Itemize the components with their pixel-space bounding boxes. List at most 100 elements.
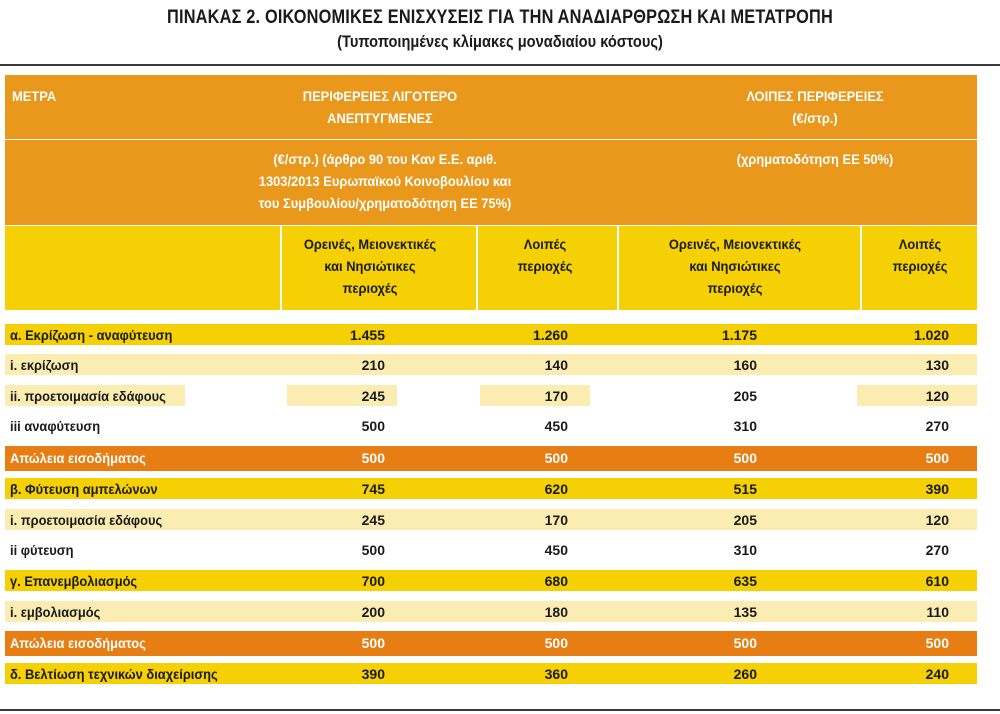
column-divider	[476, 226, 478, 310]
sub-header-line: περιοχές	[707, 280, 763, 296]
table-row: Απώλεια εισοδήματος 500 500 500 500	[5, 446, 977, 471]
sub-header-mountain-less-developed: Ορεινές, Μειονεκτικές και Νησιώτικες περ…	[287, 233, 453, 299]
sub-header-line: περιοχές	[892, 258, 948, 274]
cell-value: 500	[544, 450, 568, 466]
cell-value: 500	[733, 450, 757, 466]
sub-header-line: περιοχές	[517, 258, 573, 274]
row-highlight	[5, 509, 977, 530]
table-row: δ. Βελτίωση τεχνικών διαχείρισης 390 360…	[5, 662, 977, 685]
cell-value: 500	[361, 418, 385, 434]
cell-value: 1.020	[913, 327, 949, 343]
row-label: Απώλεια εισοδήματος	[10, 450, 146, 466]
cell-value: 310	[733, 542, 757, 558]
row-highlight	[5, 570, 977, 591]
cell-value: 500	[361, 450, 385, 466]
cell-value: 270	[925, 542, 949, 558]
cell-value: 450	[544, 542, 568, 558]
top-rule	[0, 64, 1000, 66]
row-label: α. Εκρίζωση - αναφύτευση	[10, 327, 173, 343]
cell-value: 515	[733, 481, 757, 497]
cell-value: 240	[925, 666, 949, 682]
table-row: β. Φύτευση αμπελώνων 745 620 515 390	[5, 477, 977, 500]
table-row: iii αναφύτευση 500 450 310 270	[5, 414, 977, 437]
row-highlight	[857, 385, 977, 406]
row-highlight	[5, 663, 977, 684]
sub-header-line: και Νησιώτικες	[324, 258, 416, 274]
table-row: γ. Επανεμβολιασμός 700 680 635 610	[5, 569, 977, 592]
row-highlight	[5, 601, 977, 622]
cell-value: 500	[733, 635, 757, 651]
cell-value: 500	[925, 635, 949, 651]
cell-value: 500	[361, 542, 385, 558]
sub-header-line: περιοχές	[342, 280, 398, 296]
row-highlight	[480, 385, 590, 406]
cell-value: 700	[361, 573, 385, 589]
cell-value: 270	[925, 418, 949, 434]
cell-value: 680	[544, 573, 568, 589]
less-developed-line2: ΑΝΕΠΤΥΓΜΕΝΕΣ	[327, 110, 433, 126]
row-label: ii. προετοιμασία εδάφους	[10, 388, 166, 404]
row-label: Απώλεια εισοδήματος	[10, 635, 146, 651]
less-developed-funding-note: (€/στρ.) (άρθρο 90 του Καν Ε.Ε. αριθ. 13…	[219, 148, 550, 214]
funding-note-line1: (€/στρ.) (άρθρο 90 του Καν Ε.Ε. αριθ.	[273, 151, 497, 167]
cell-value: 245	[361, 388, 385, 404]
cell-value: 245	[361, 512, 385, 528]
table-row: i. εμβολιασμός 200 180 135 110	[5, 600, 977, 623]
row-highlight	[5, 478, 977, 499]
cell-value: 635	[733, 573, 757, 589]
row-label: β. Φύτευση αμπελώνων	[10, 481, 158, 497]
table-row: i. εκρίζωση 210 140 160 130	[5, 353, 977, 376]
less-developed-regions-header: ΠΕΡΙΦΕΡΕΙΕΣ ΛΙΓΟΤΕΡΟ ΑΝΕΠΤΥΓΜΕΝΕΣ	[279, 85, 481, 129]
other-regions-line2: (€/στρ.)	[792, 110, 838, 126]
sub-header-line: Ορεινές, Μειονεκτικές	[303, 236, 437, 252]
cell-value: 500	[925, 450, 949, 466]
cell-value: 745	[361, 481, 385, 497]
cell-value: 170	[544, 388, 568, 404]
cell-value: 130	[925, 357, 949, 373]
row-label: ii φύτευση	[10, 542, 74, 558]
cell-value: 180	[544, 604, 568, 620]
cell-value: 1.260	[532, 327, 568, 343]
cell-value: 210	[361, 357, 385, 373]
cell-value: 610	[925, 573, 949, 589]
row-highlight	[5, 385, 185, 406]
other-regions-header: ΛΟΙΠΕΣ ΠΕΡΙΦΕΡΕΙΕΣ (€/στρ.)	[714, 85, 916, 129]
cell-value: 170	[544, 512, 568, 528]
table-heading: ΠΙΝΑΚΑΣ 2. ΟΙΚΟΝΟΜΙΚΕΣ ΕΝΙΣΧΥΣΕΙΣ ΓΙΑ ΤΗ…	[0, 6, 1000, 54]
column-divider	[617, 226, 619, 310]
row-highlight	[5, 354, 977, 375]
table-row: α. Εκρίζωση - αναφύτευση 1.455 1.260 1.1…	[5, 323, 977, 346]
sub-header-line: Ορεινές, Μειονεκτικές	[668, 236, 802, 252]
other-regions-line1: ΛΟΙΠΕΣ ΠΕΡΙΦΕΡΕΙΕΣ	[746, 88, 884, 104]
cell-value: 620	[544, 481, 568, 497]
cell-value: 450	[544, 418, 568, 434]
row-label: i. εμβολιασμός	[10, 604, 101, 620]
row-highlight	[287, 385, 397, 406]
cell-value: 310	[733, 418, 757, 434]
table-row: ii φύτευση 500 450 310 270	[5, 538, 977, 561]
header-band-subcolumns: Ορεινές, Μειονεκτικές και Νησιώτικες περ…	[5, 226, 977, 310]
header-band-top: ΜΕΤΡΑ ΠΕΡΙΦΕΡΕΙΕΣ ΛΙΓΟΤΕΡΟ ΑΝΕΠΤΥΓΜΕΝΕΣ …	[5, 75, 977, 140]
row-label: δ. Βελτίωση τεχνικών διαχείρισης	[10, 666, 218, 682]
row-highlight	[5, 324, 977, 345]
funding-note-line3: του Συμβουλίου/χρηματοδότηση ΕΕ 75%)	[258, 195, 512, 211]
sub-header-mountain-other-regions: Ορεινές, Μειονεκτικές και Νησιώτικες περ…	[652, 233, 818, 299]
row-label: i. προετοιμασία εδάφους	[10, 512, 163, 528]
sub-header-line: Λοιπές	[523, 236, 567, 252]
other-regions-funding-note: (χρηματοδότηση ΕΕ 50%)	[736, 151, 894, 167]
sub-header-line: και Νησιώτικες	[689, 258, 781, 274]
page-title: ΠΙΝΑΚΑΣ 2. ΟΙΚΟΝΟΜΙΚΕΣ ΕΝΙΣΧΥΣΕΙΣ ΓΙΑ ΤΗ…	[167, 7, 833, 28]
cell-value: 360	[544, 666, 568, 682]
header-band-notes: (€/στρ.) (άρθρο 90 του Καν Ε.Ε. αριθ. 13…	[5, 140, 977, 226]
table-row: ii. προετοιμασία εδάφους 245 170 205 120	[5, 384, 977, 407]
row-label: iii αναφύτευση	[10, 418, 101, 434]
sub-header-line: Λοιπές	[898, 236, 942, 252]
cell-value: 500	[544, 635, 568, 651]
cell-value: 135	[733, 604, 757, 620]
column-divider	[860, 226, 862, 310]
cell-value: 140	[544, 357, 568, 373]
cell-value: 160	[733, 357, 757, 373]
row-label: i. εκρίζωση	[10, 357, 79, 373]
row-label: γ. Επανεμβολιασμός	[10, 573, 138, 589]
cell-value: 205	[733, 512, 757, 528]
